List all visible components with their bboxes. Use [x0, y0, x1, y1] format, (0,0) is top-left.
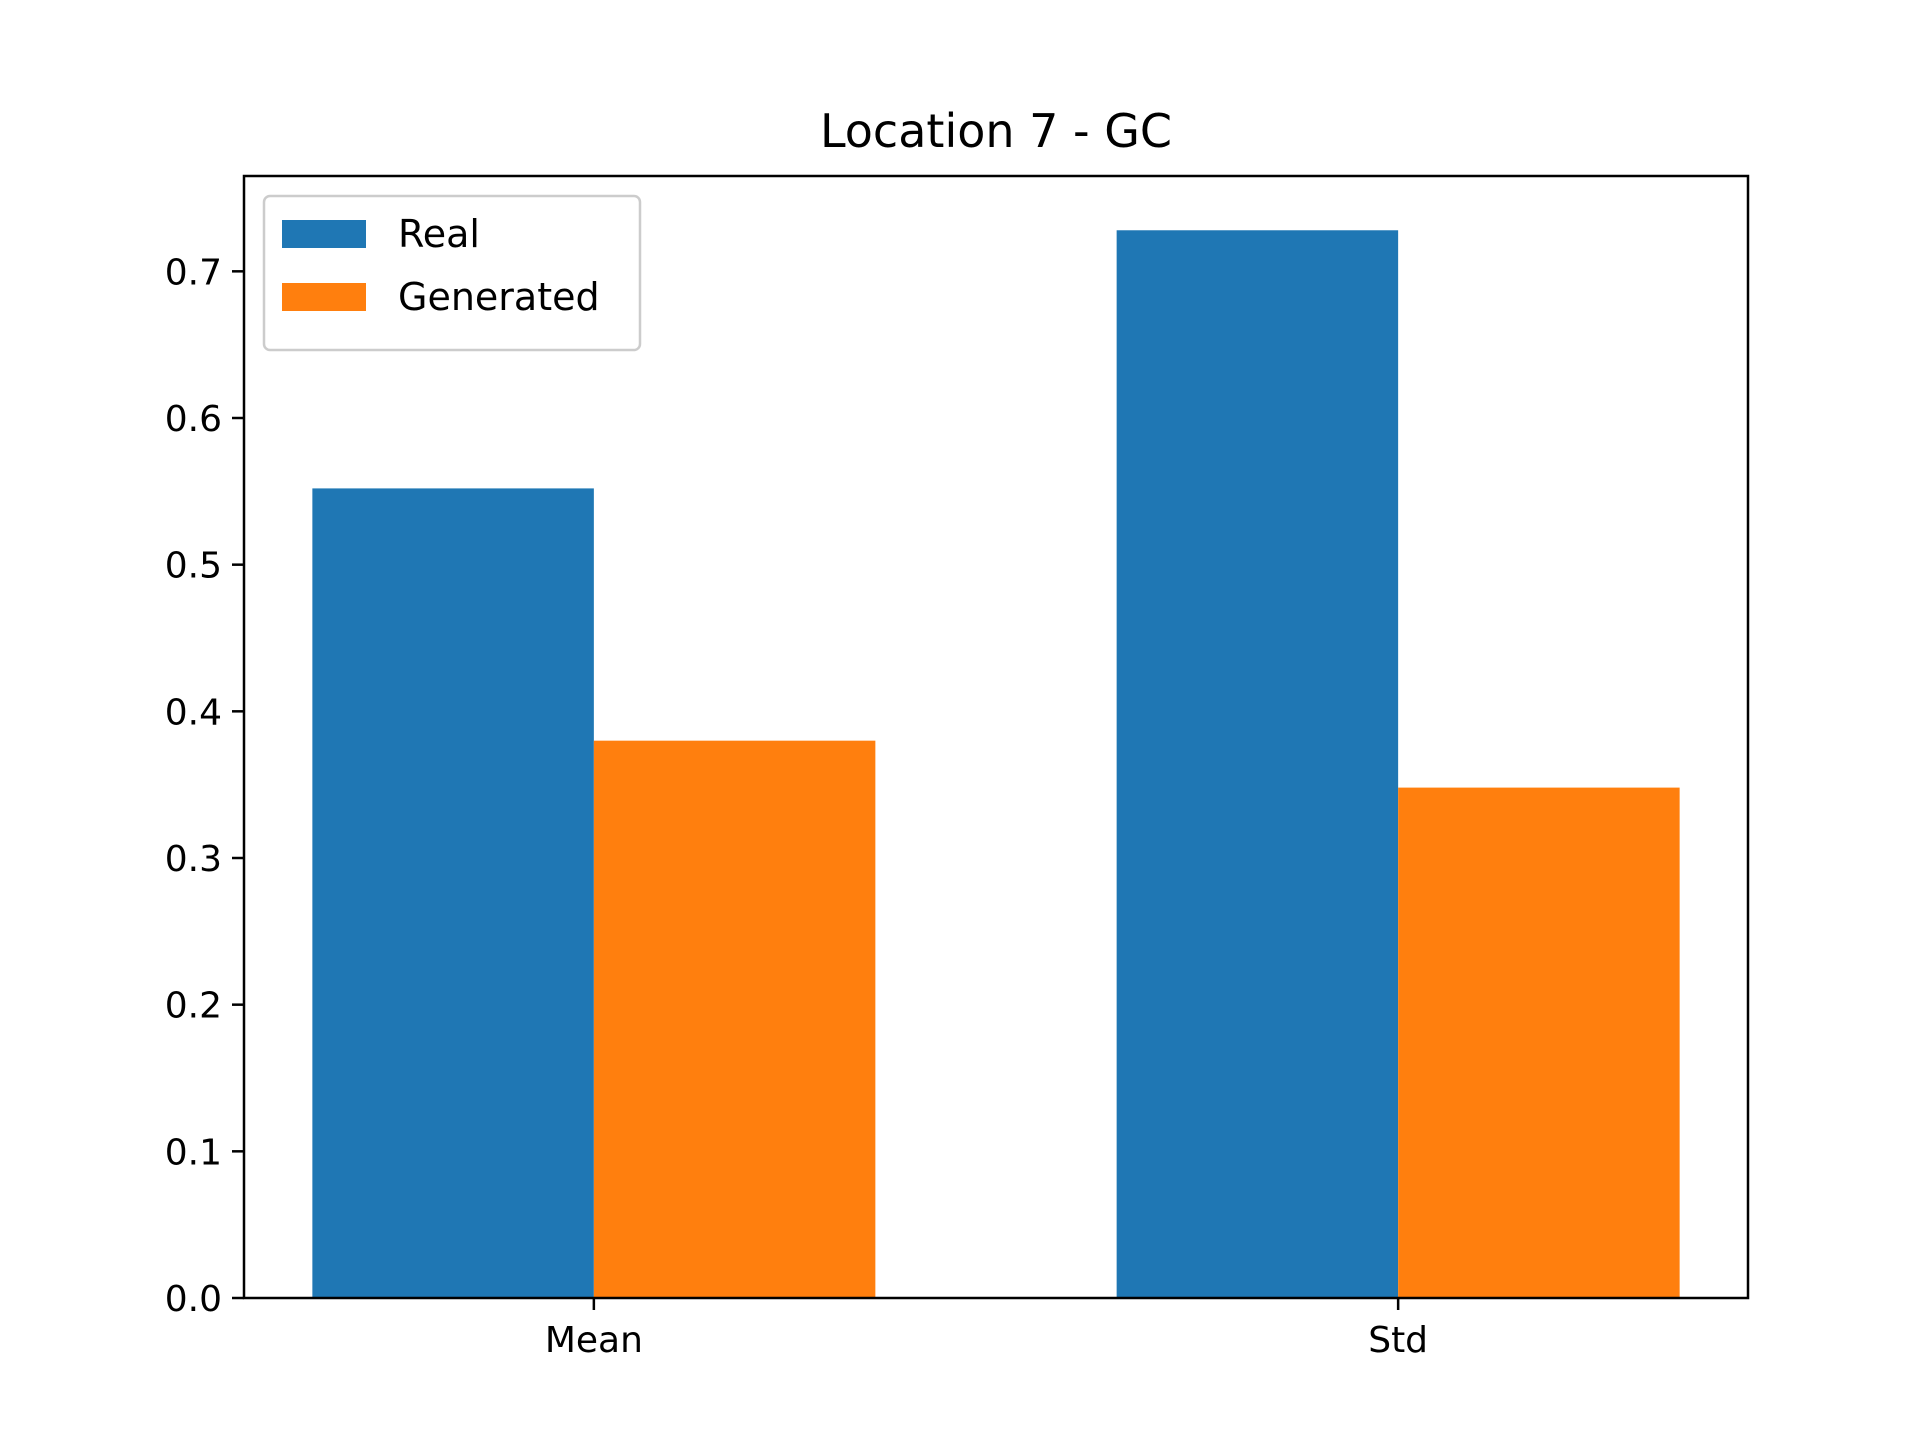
x-tick-label-mean: Mean: [545, 1320, 643, 1361]
x-tick-label-std: Std: [1368, 1320, 1428, 1361]
legend-swatch-real: [282, 220, 366, 248]
plot-area: [312, 230, 1680, 1299]
y-tick-label: 0.6: [165, 399, 222, 440]
bar-real-std: [1116, 230, 1399, 1299]
y-tick-label: 0.3: [165, 839, 222, 880]
x-axis: Mean Std: [545, 1298, 1428, 1361]
y-tick-label: 0.1: [165, 1132, 222, 1173]
y-tick-label: 0.0: [165, 1279, 222, 1320]
legend-label-real: Real: [398, 212, 480, 256]
bar-generated-mean: [593, 740, 876, 1298]
bar-real-mean: [312, 488, 594, 1298]
legend: Real Generated: [262, 194, 642, 352]
axes-frame: [242, 174, 1750, 1300]
y-tick-label: 0.5: [165, 546, 222, 587]
y-axis: 0.0 0.1 0.2 0.3 0.4 0.5 0.6 0.7: [165, 252, 244, 1320]
legend-swatch-generated: [282, 283, 366, 311]
chart-title: Location 7 - GC: [820, 104, 1172, 158]
y-tick-label: 0.7: [165, 252, 222, 293]
legend-label-generated: Generated: [398, 275, 600, 319]
y-tick-label: 0.2: [165, 986, 222, 1027]
y-tick-label: 0.4: [165, 692, 222, 733]
bar-generated-std: [1398, 787, 1680, 1298]
